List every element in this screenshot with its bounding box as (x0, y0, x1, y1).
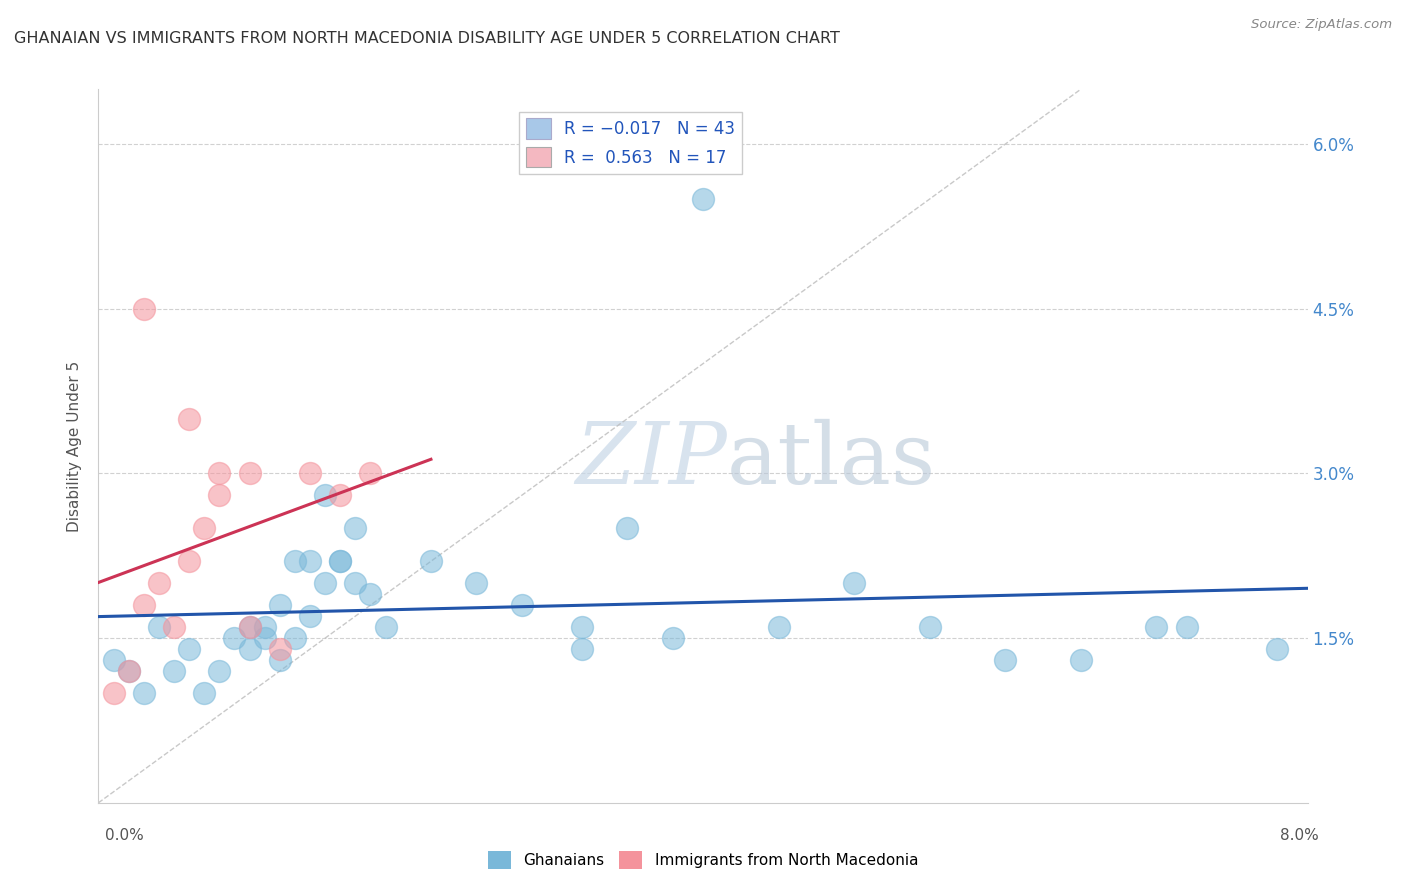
Point (1175, 620, 1198, 634)
Point (284, 631, 307, 645)
Point (208, 467, 231, 481)
Point (239, 642, 262, 657)
Text: 8.0%: 8.0% (1279, 828, 1319, 843)
Text: 0.0%: 0.0% (105, 828, 145, 843)
Point (510, 598, 533, 612)
Point (208, 488, 231, 502)
Point (193, 686, 215, 700)
Point (344, 521, 367, 535)
Point (1070, 653, 1092, 667)
Point (692, 192, 714, 206)
Point (179, 554, 201, 568)
Legend: Ghanaians, Immigrants from North Macedonia: Ghanaians, Immigrants from North Macedon… (482, 845, 924, 875)
Point (661, 631, 683, 645)
Point (253, 631, 276, 645)
Point (465, 576, 488, 591)
Point (163, 664, 186, 678)
Point (148, 576, 170, 591)
Point (118, 664, 141, 678)
Text: GHANAIAN VS IMMIGRANTS FROM NORTH MACEDONIA DISABILITY AGE UNDER 5 CORRELATION C: GHANAIAN VS IMMIGRANTS FROM NORTH MACEDO… (14, 31, 839, 46)
Point (193, 521, 215, 535)
Y-axis label: Disability Age Under 5: Disability Age Under 5 (67, 360, 83, 532)
Point (163, 620, 186, 634)
Point (571, 620, 593, 634)
Point (1267, 642, 1289, 657)
Point (239, 620, 262, 634)
Point (179, 642, 201, 657)
Point (329, 554, 352, 568)
Point (299, 467, 322, 481)
Point (284, 554, 307, 568)
Point (844, 576, 866, 591)
Point (314, 576, 336, 591)
Point (360, 467, 382, 481)
Point (768, 620, 790, 634)
Point (148, 620, 170, 634)
Point (132, 301, 155, 316)
Point (571, 642, 593, 657)
Point (329, 488, 352, 502)
Legend: R = −0.017   N = 43, R =  0.563   N = 17: R = −0.017 N = 43, R = 0.563 N = 17 (519, 112, 742, 174)
Point (616, 521, 638, 535)
Point (132, 598, 155, 612)
Point (103, 653, 125, 667)
Point (103, 686, 125, 700)
Point (344, 576, 367, 591)
Point (420, 554, 443, 568)
Point (360, 587, 382, 601)
Point (132, 686, 155, 700)
Point (269, 642, 291, 657)
Point (299, 554, 322, 568)
Point (253, 620, 276, 634)
Point (1146, 620, 1168, 634)
Point (299, 609, 322, 624)
Point (269, 598, 291, 612)
Text: atlas: atlas (727, 418, 936, 502)
Text: ZIP: ZIP (575, 419, 727, 501)
Point (374, 620, 396, 634)
Point (918, 620, 941, 634)
Point (118, 664, 141, 678)
Point (314, 488, 336, 502)
Point (224, 631, 246, 645)
Point (329, 554, 352, 568)
Point (208, 664, 231, 678)
Point (269, 653, 291, 667)
Text: Source: ZipAtlas.com: Source: ZipAtlas.com (1251, 18, 1392, 31)
Point (239, 467, 262, 481)
Point (994, 653, 1017, 667)
Point (179, 411, 201, 425)
Point (239, 620, 262, 634)
